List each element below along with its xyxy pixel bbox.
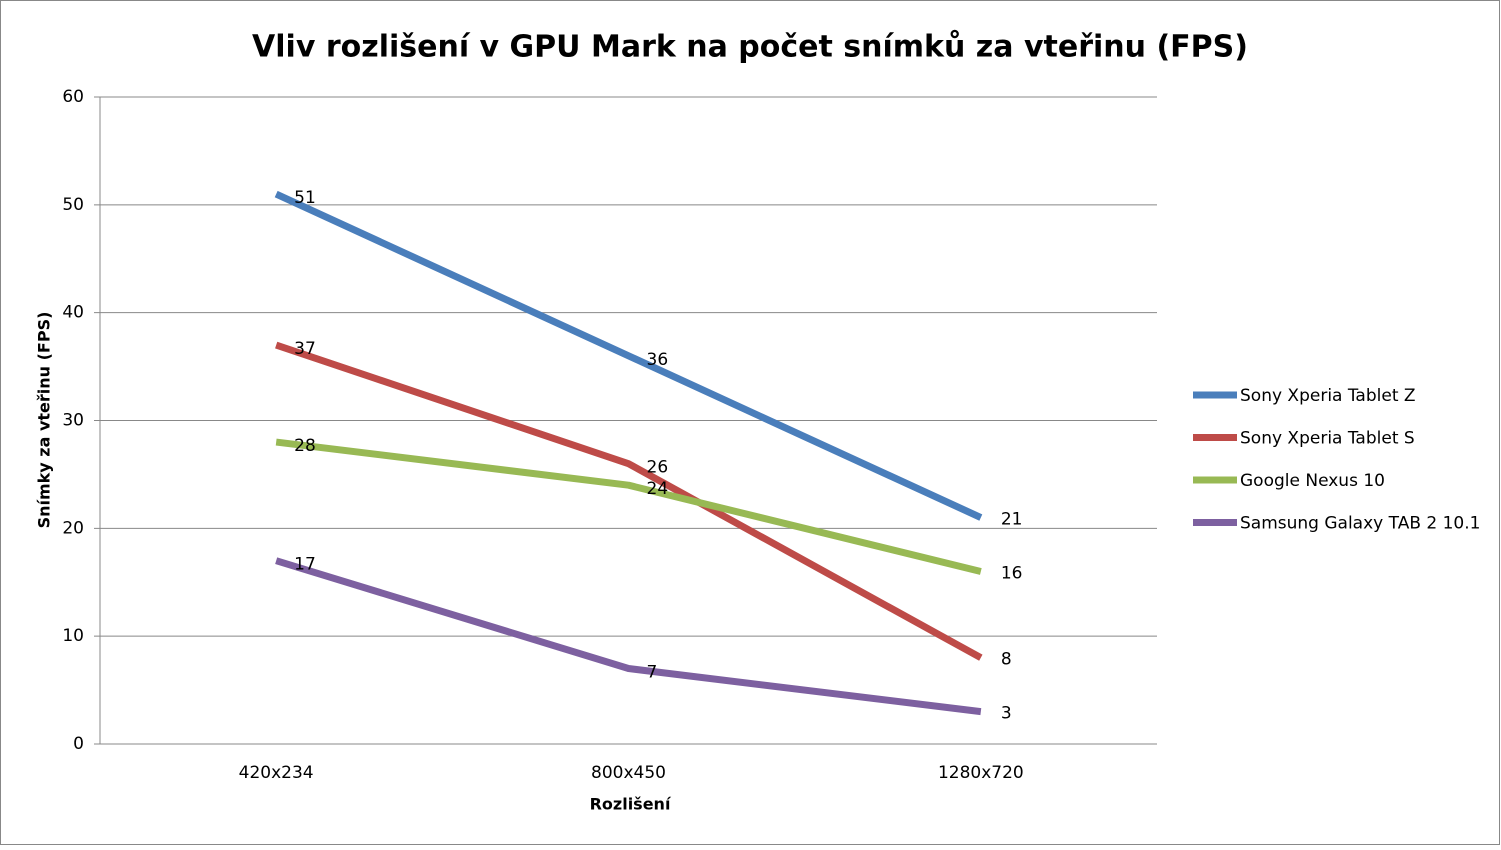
series-line [275,341,983,661]
series-line [275,557,982,716]
series-line [275,438,982,575]
legend-label: Sony Xperia Tablet Z [1240,386,1416,406]
x-axis-label: Rozlišení [590,795,672,814]
data-label: 36 [647,350,669,370]
data-label: 51 [294,188,316,208]
y-tick-label: 40 [62,303,84,323]
x-tick-label: 1280x720 [938,763,1024,783]
legend-label: Google Nexus 10 [1240,471,1385,491]
y-tick-label: 10 [62,626,84,646]
data-label: 16 [1001,563,1023,583]
x-tick-label: 420x234 [239,763,314,783]
y-tick-label: 30 [62,411,84,431]
data-label: 37 [294,339,316,359]
data-label: 24 [647,479,669,499]
y-tick-label: 60 [62,87,84,107]
data-label: 7 [647,663,658,683]
y-tick-label: 0 [73,734,84,754]
data-label: 21 [1001,510,1023,530]
data-label: 28 [294,436,316,456]
legend-label: Samsung Galaxy TAB 2 10.1 [1240,514,1480,534]
y-axis-label: Snímky za vteřinu (FPS) [35,312,54,529]
data-label: 17 [294,555,316,575]
y-tick-label: 20 [62,518,84,538]
chart-title: Vliv rozlišení v GPU Mark na počet snímk… [252,29,1248,65]
x-tick-label: 800x450 [591,763,666,783]
data-label: 26 [647,458,669,478]
series-line [274,190,983,521]
legend-label: Sony Xperia Tablet S [1240,429,1415,449]
data-label: 8 [1001,650,1012,670]
data-label: 3 [1001,704,1012,724]
y-tick-label: 50 [62,195,84,215]
